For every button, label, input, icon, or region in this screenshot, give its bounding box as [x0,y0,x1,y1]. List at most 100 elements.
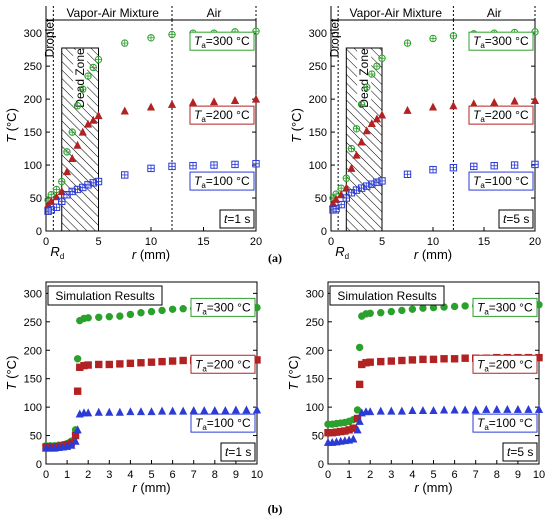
series-label: Ta=300 °C [194,34,250,50]
ta-value: =300 [207,300,234,314]
ta-value: =300 [206,34,233,48]
series-label-box [189,105,255,125]
series-ta-300: Ta=300 °C [324,297,543,428]
ta-sub: a [480,115,485,124]
y-axis-label: T (°C) [286,356,301,391]
ta-var: T [477,416,486,430]
xtick-label: 8 [212,469,218,481]
ta-value: =300 [485,34,512,48]
series-label: Ta=200 °C [195,357,251,373]
ytick-label: 100 [24,160,42,172]
ta-value: =100 [207,416,234,430]
ta-unit: °C [512,34,529,48]
ytick-label: 100 [309,160,327,172]
point [158,306,166,315]
point [492,404,501,413]
xtick-label: 8 [494,469,500,481]
ytick-label: 300 [306,288,324,300]
point [387,357,396,365]
time-value: =5 s [506,212,529,226]
ta-sub: a [484,307,489,316]
y-axis-var: T [4,134,19,143]
point [355,343,364,352]
point [482,404,491,413]
point [251,94,261,103]
x-axis-unit: (mm) [418,247,452,262]
ta-value: =100 [489,416,516,430]
time-label: t=1 s [225,445,251,459]
point [242,405,251,414]
point [471,405,480,414]
xtick-label: 5 [148,469,154,481]
point [94,111,103,120]
ta-unit: °C [516,416,533,430]
ta-var: T [195,357,204,371]
point [68,154,77,162]
ytick-label: 250 [306,317,324,329]
ytick-label: 50 [30,431,42,443]
point [83,119,93,128]
xtick-label: 2 [367,469,373,481]
ytick-label: 250 [309,61,327,73]
series-label: Ta=200 °C [473,108,529,124]
point [513,404,522,413]
point [116,312,124,320]
point [349,434,358,443]
ta-unit: °C [233,108,250,122]
ta-var: T [195,416,204,430]
dead-zone-label-bg [357,50,372,106]
time-label: t=1 s [224,212,250,226]
ta-value: =100 [485,174,512,188]
region-air: Air [487,6,502,20]
xtick-label: 3 [106,469,112,481]
x-axis-label: r (mm) [132,480,170,495]
point [450,405,459,414]
xtick-label: 0 [43,236,49,248]
series-ta-200: Ta=200 °C [324,353,543,437]
x-axis-var: r [132,247,137,262]
series-ta-200: Ta=200 °C [44,94,261,209]
series-label: Ta=100 °C [194,174,250,190]
xtick-label: 1 [64,469,70,481]
y-axis-unit: (°C) [4,108,19,135]
series-label-box [472,354,538,374]
point [366,407,375,416]
ta-value: =300 [489,300,516,314]
point [73,425,82,434]
sim-label: Simulation Results [55,289,154,303]
ta-sub: a [201,41,206,50]
ta-value: =100 [206,174,233,188]
sim-label: Simulation Results [337,289,436,303]
point [352,150,361,159]
point [230,95,240,104]
point [449,101,458,110]
ytick-label: 50 [30,193,42,205]
y-axis-label: T (°C) [4,108,19,143]
ta-var: T [477,357,486,371]
series-ta-100: Ta=100 °C [41,405,262,452]
ta-var: T [473,34,482,48]
y-axis-unit: (°C) [289,108,304,135]
series-label-box [468,105,534,125]
ytick-label: 0 [36,226,42,238]
point [353,425,362,434]
point [210,406,219,415]
ta-value: =200 [206,108,233,122]
ta-unit: °C [512,108,529,122]
time-var: t [507,445,511,459]
point [168,305,177,313]
xtick-label: 4 [409,469,415,481]
ytick-label: 200 [24,94,42,106]
series-ta-200: Ta=200 °C [328,95,540,207]
xtick-label: 10 [145,236,157,248]
time-box [219,209,255,229]
point [78,127,87,136]
ta-unit: °C [234,416,251,430]
time-value: =1 s [228,445,251,459]
point [84,408,93,417]
point [377,309,385,317]
point [179,356,187,365]
point [377,357,385,366]
xtick-label: 15 [197,236,209,248]
